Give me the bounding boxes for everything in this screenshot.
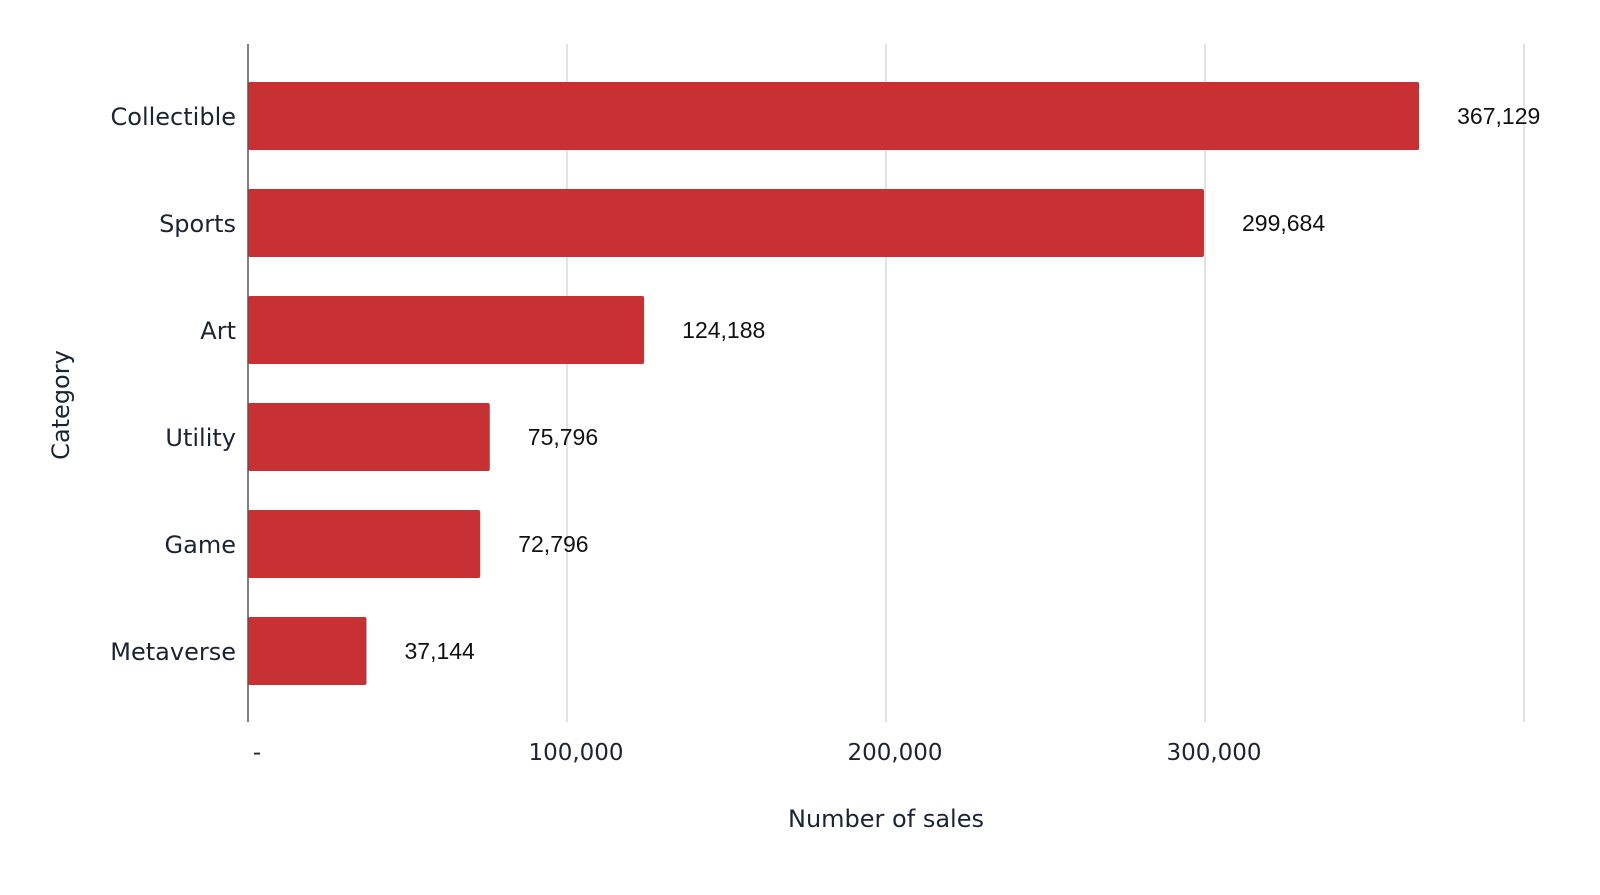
category-label: Game (165, 531, 236, 559)
bar-value-label: 72,796 (518, 531, 588, 557)
bar (248, 296, 645, 364)
y-axis-title: Category (47, 350, 75, 460)
x-tick-label: 200,000 (847, 740, 942, 766)
category-label: Utility (165, 424, 236, 452)
category-label: Metaverse (110, 638, 236, 666)
category-label: Collectible (111, 103, 236, 131)
bar-value-label: 37,144 (404, 638, 475, 664)
x-tick-label: 300,000 (1166, 740, 1261, 766)
bar (248, 403, 490, 471)
bar-value-label: 367,129 (1457, 103, 1540, 129)
gridlines (566, 44, 1525, 722)
bar (248, 82, 1420, 150)
bars (248, 82, 1420, 685)
x-tick-label: 100,000 (528, 740, 623, 766)
x-axis-title: Number of sales (788, 805, 984, 833)
labels: - 100,000 200,000 300,000 Collectible 367,129… (110, 103, 1540, 766)
bar-value-label: 75,796 (528, 424, 598, 450)
bar-value-label: 299,684 (1242, 210, 1325, 236)
category-label: Art (200, 317, 236, 345)
x-tick-label: - (253, 740, 261, 766)
bar (248, 189, 1204, 257)
bar-value-label: 124,188 (682, 317, 765, 343)
category-label: Sports (159, 210, 236, 238)
bar (248, 510, 481, 578)
bar (248, 617, 367, 685)
